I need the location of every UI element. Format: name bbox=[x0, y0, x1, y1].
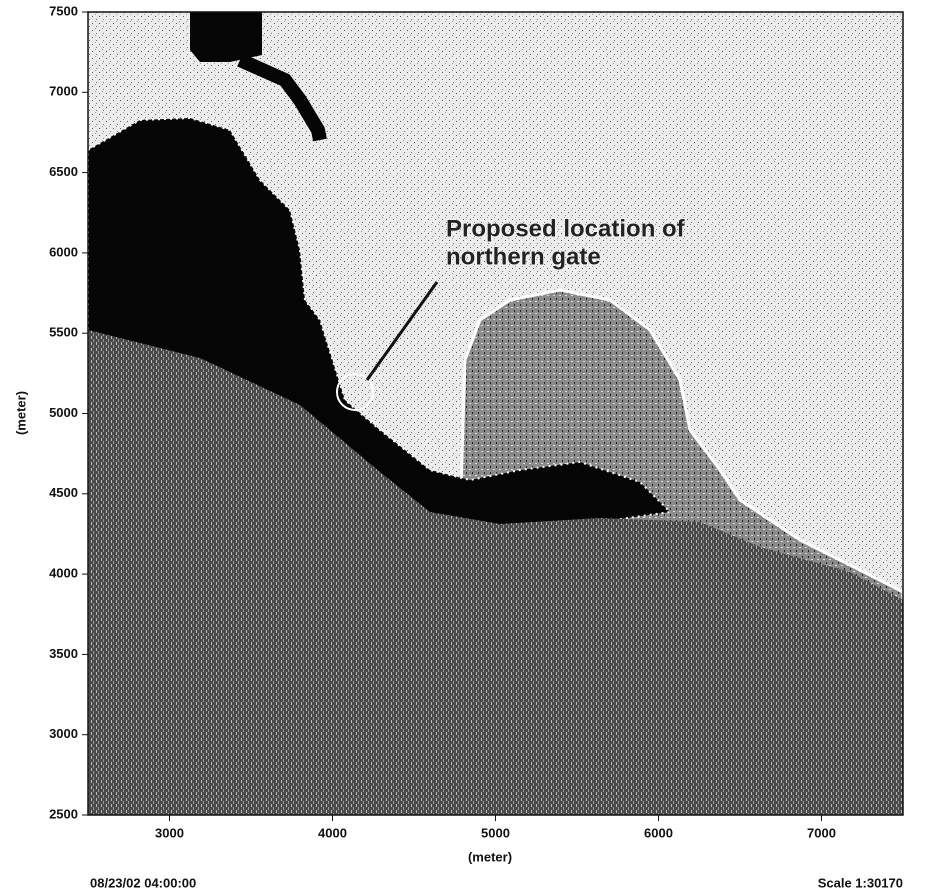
map-scale: Scale 1:30170 bbox=[818, 875, 903, 890]
y-tick-label: 4000 bbox=[49, 566, 78, 581]
x-tick-label: 5000 bbox=[481, 825, 510, 840]
black-water-top bbox=[190, 12, 262, 62]
annotation-line: Proposed location of bbox=[446, 215, 686, 242]
y-tick-label: 4500 bbox=[49, 485, 78, 500]
y-tick-label: 6000 bbox=[49, 244, 78, 259]
x-tick-label: 7000 bbox=[807, 825, 836, 840]
y-axis-label: (meter) bbox=[13, 391, 28, 435]
x-axis-label: (meter) bbox=[468, 849, 512, 864]
x-tick-label: 3000 bbox=[155, 825, 184, 840]
timestamp: 08/23/02 04:00:00 bbox=[90, 875, 196, 890]
y-tick-label: 3500 bbox=[49, 646, 78, 661]
y-tick-label: 7000 bbox=[49, 84, 78, 99]
annotation-line: northern gate bbox=[446, 243, 601, 270]
x-tick-label: 6000 bbox=[644, 825, 673, 840]
map-figure: Proposed location of northern gate (mete… bbox=[0, 0, 947, 892]
x-tick-label: 4000 bbox=[318, 825, 347, 840]
y-tick-label: 6500 bbox=[49, 164, 78, 179]
y-tick-label: 5500 bbox=[49, 325, 78, 340]
y-tick-label: 7500 bbox=[49, 3, 78, 18]
y-tick-label: 3000 bbox=[49, 726, 78, 741]
map-area bbox=[88, 12, 903, 815]
y-tick-label: 2500 bbox=[49, 806, 78, 821]
y-tick-label: 5000 bbox=[49, 405, 78, 420]
